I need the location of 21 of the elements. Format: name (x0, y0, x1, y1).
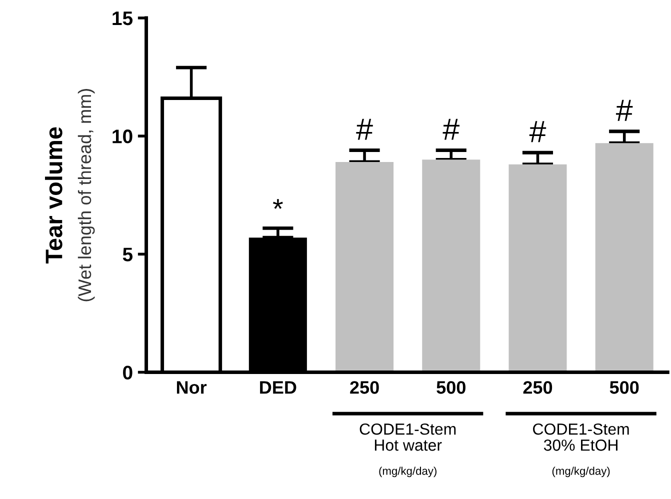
x-tick-label: 500 (436, 381, 466, 394)
annotation: # (529, 121, 546, 142)
x-tick-label: DED (260, 381, 296, 394)
annotation: * (272, 199, 283, 209)
y-tick-label: 10 (112, 130, 132, 144)
text: CODE1-Stem 30% EtOH (533, 423, 629, 451)
x-tick-label: Nor (176, 381, 207, 394)
text: (mg/kg/day) (552, 466, 610, 478)
x-tick-label: 500 (610, 381, 639, 394)
y-tick-label: 15 (112, 12, 133, 26)
text: (Wet length of thread, mm) (78, 89, 95, 302)
text: CODE1-Stem Hot water (360, 423, 456, 451)
y-axis-title: Tear volume (45, 127, 62, 264)
annotation: # (442, 118, 460, 140)
annotation: # (616, 100, 633, 121)
y-tick-label: 5 (122, 248, 133, 262)
y-tick-label: 0 (123, 366, 132, 380)
x-tick-label: 250 (350, 381, 379, 394)
text: (mg/kg/day) (379, 466, 436, 478)
annotation: # (356, 118, 373, 140)
x-tick-label: 250 (523, 381, 552, 394)
